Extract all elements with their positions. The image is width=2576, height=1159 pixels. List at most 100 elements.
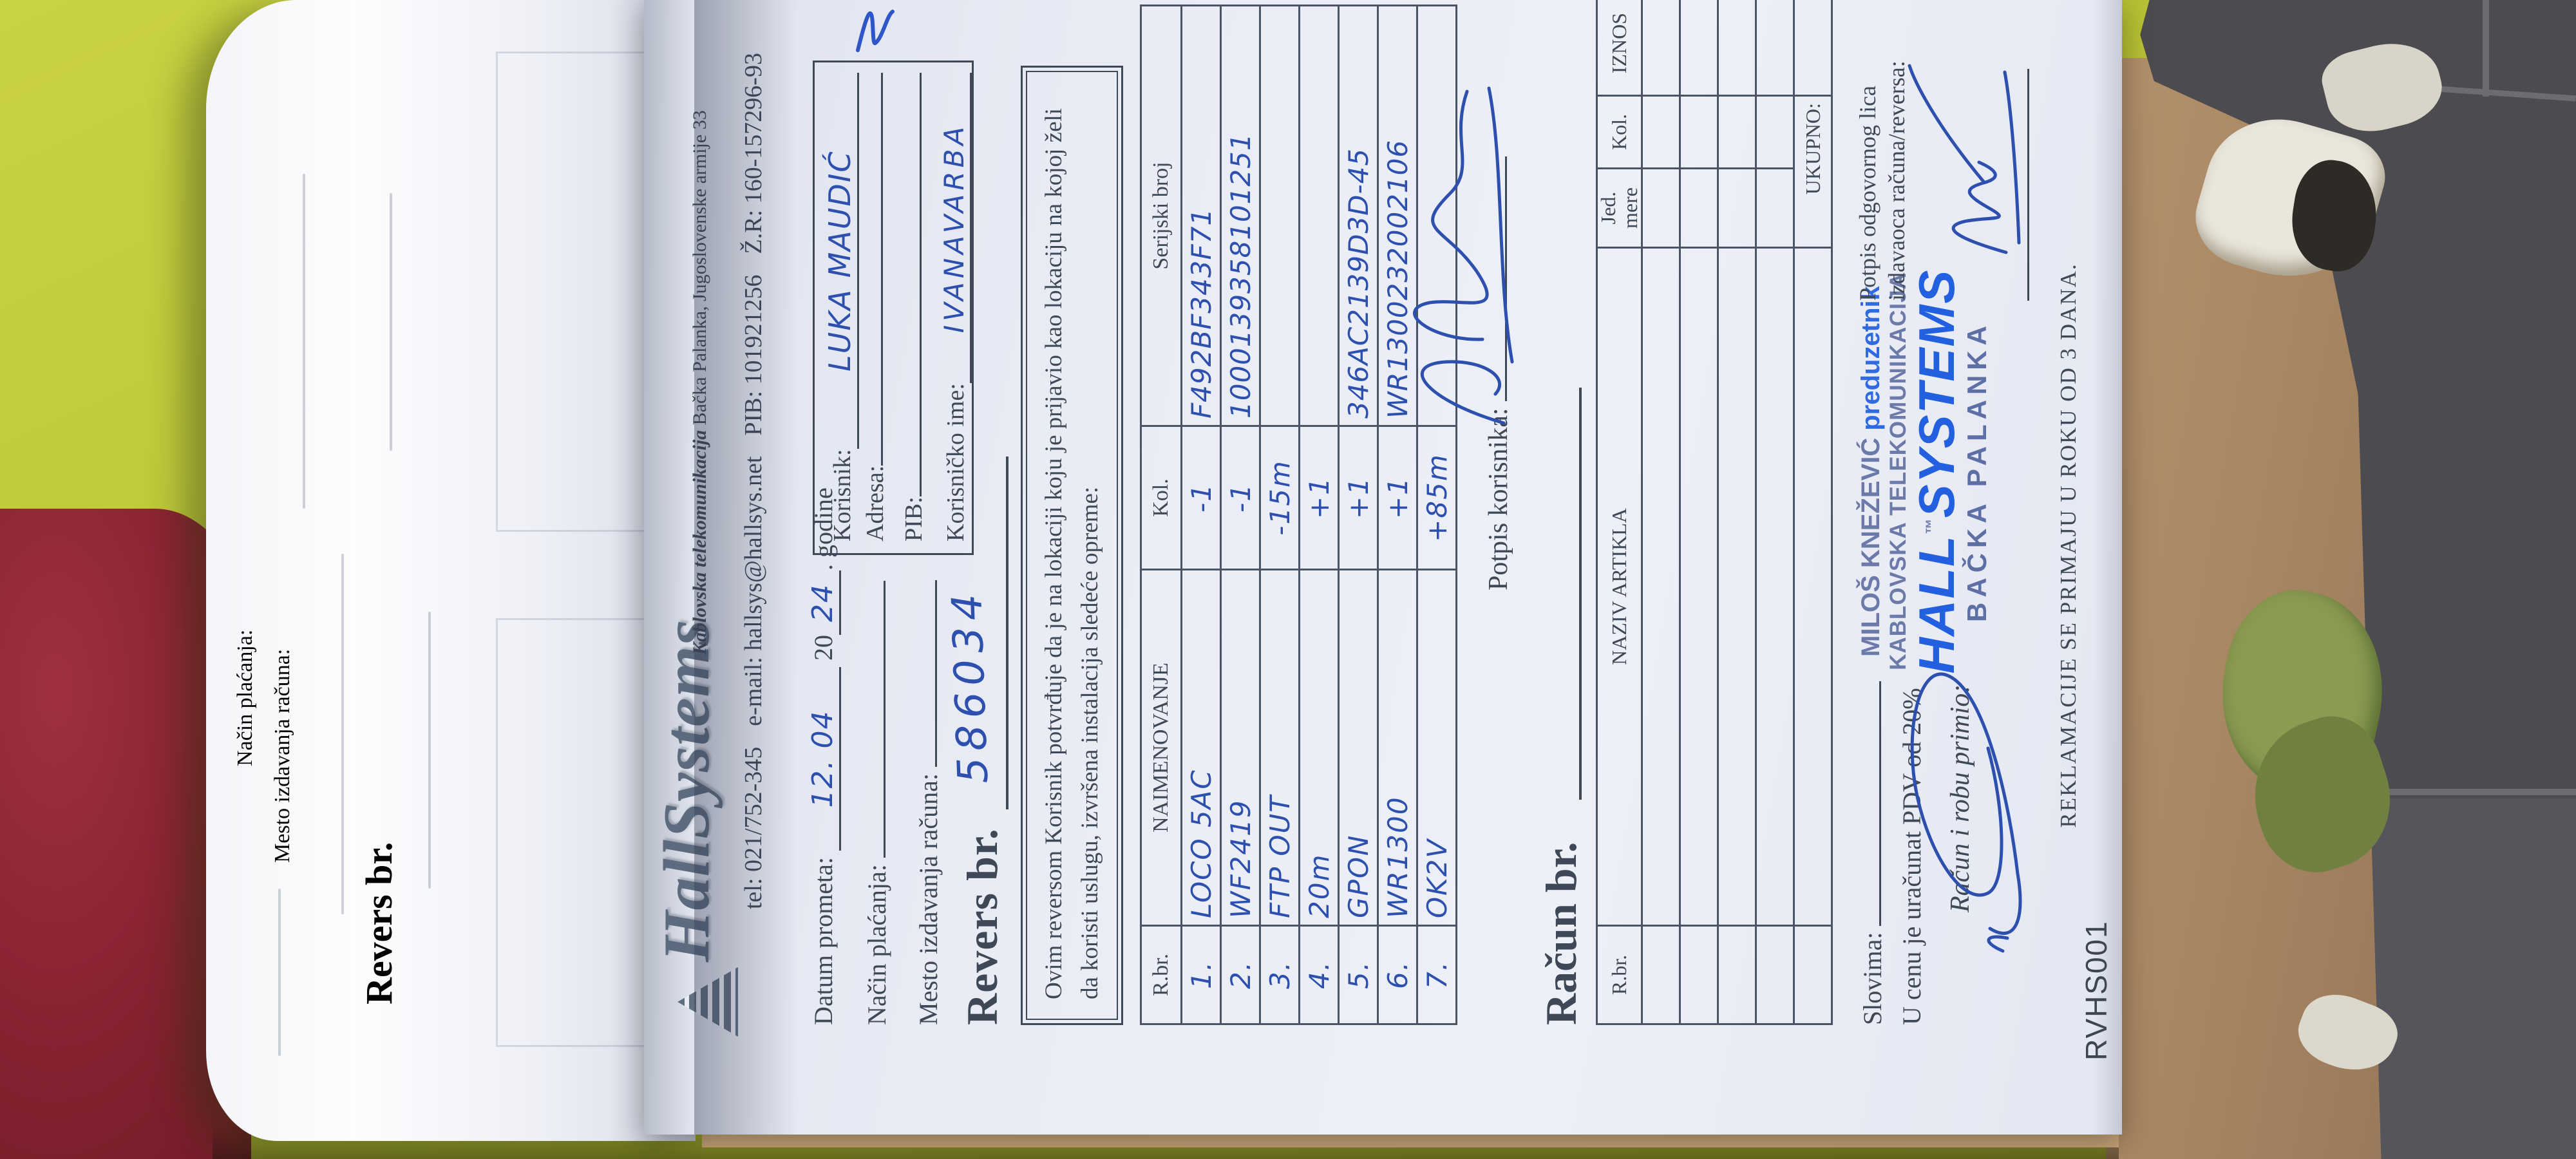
col-serial: Serijski broj [1141, 5, 1182, 426]
year-prefix: 20 [809, 634, 838, 661]
phone: tel: 021/752-345 [740, 746, 767, 909]
table-row [1642, 0, 1680, 1024]
field-adresa: Adresa: [861, 73, 889, 542]
ghost-line [303, 174, 305, 509]
issuer-signature-line[interactable] [2027, 69, 2029, 301]
ghost-nacin-label: Način plaćanja: [233, 629, 257, 766]
form-code: RVHS001 [2079, 920, 2113, 1060]
slovima-line: Slovima: [1853, 681, 1888, 1025]
stamp-city: BAČKA PALANKA [1962, 321, 1993, 622]
col-naziv: NAZIV ARTIKLA [1596, 247, 1642, 926]
table-header-row: R.br. NAIMENOVANJE Kol. Serijski broj [1141, 5, 1182, 1024]
item-serial: 1000139358101251 [1220, 5, 1260, 426]
bank-account: Ž.R: 160-157296-93 [740, 53, 767, 254]
kor-ime-value: IVANAVARBA [938, 122, 970, 334]
col-rbr: R.br. [1596, 925, 1642, 1024]
table-row [1680, 0, 1718, 1024]
revers-number-line[interactable] [1006, 457, 1009, 809]
revers-form: HallSystems Kablovska telekomunikacija B… [644, 0, 2122, 1135]
row-number: 2. [1220, 925, 1260, 1024]
pib-label: PIB: [900, 496, 927, 542]
item-serial [1299, 5, 1339, 426]
col-qty: Kol. [1596, 95, 1642, 169]
col-unit: Jed. mere [1596, 168, 1642, 248]
item-name: WF2419 [1220, 569, 1260, 926]
item-qty: -15m [1260, 426, 1300, 570]
racun-br-line[interactable] [1579, 388, 1582, 800]
logo-text: HallSystems [650, 619, 723, 962]
pib-input[interactable] [920, 73, 922, 497]
customer-signature [1413, 86, 1514, 425]
table-row: 1. LOCO 5AC -1 F492BF343F71 [1181, 5, 1221, 1024]
field-korisnik: Korisnik: LUKA MAUDIĆ [822, 73, 859, 542]
tile-grout [2338, 789, 2576, 795]
tile [2344, 798, 2576, 1159]
table-header-row: R.br. NAZIV ARTIKLA Jed. mere Kol. IZNOS [1596, 0, 1642, 1024]
table-row: 3. FTP OUT -15m [1260, 5, 1300, 1024]
ghost-mesto-label: Mesto izdavanja računa: [270, 648, 294, 863]
col-amount: IZNOS [1596, 0, 1642, 96]
hallsystems-logo-icon [677, 967, 738, 1037]
tile-grout [2483, 0, 2489, 97]
datum-value: 12. 04 [806, 710, 839, 808]
slovima-input[interactable] [1853, 681, 1881, 926]
datum-label: Datum prometa: [809, 856, 838, 1025]
table-row: 4. 20m +1 [1299, 5, 1339, 1024]
field-mesto: Mesto izdavanja računa: [909, 580, 943, 1025]
item-qty: -1 [1181, 426, 1221, 570]
kor-ime-input[interactable]: IVANAVARBA [938, 73, 972, 384]
item-serial [1260, 5, 1300, 426]
email: e-mail: hallsys@hallsys.net [740, 456, 767, 726]
row-number: 3. [1260, 925, 1300, 1024]
reklamacije-note: REKLAMACIJE SE PRIMAJU U ROKU OD 3 DANA. [2056, 263, 2081, 828]
field-kor-ime: Korisničko ime: IVANAVARBA [938, 73, 972, 542]
racun-br-label: Račun br. [1537, 842, 1586, 1025]
item-qty: +85m [1417, 426, 1457, 570]
statement-box: Ovim reversom Korisnik potvrđuje da je n… [1021, 66, 1123, 1025]
stamp-activity: KABLOVSKA TELEKOMUNIKACIJA [1886, 272, 1911, 670]
item-name: OK2V [1417, 569, 1457, 926]
company-tagline: Kablovska telekomunikacija Bačka Palanka… [689, 37, 711, 655]
stamp-brand-b: SYSTEMS [1908, 269, 1965, 518]
ghost-line [341, 554, 344, 914]
item-qty: +1 [1338, 426, 1378, 570]
item-name: LOCO 5AC [1181, 569, 1221, 926]
tagline-rest: Bačka Palanka, Jugoslovenske armije 33 [689, 110, 710, 430]
slovima-label: Slovima: [1858, 932, 1887, 1025]
item-name: WR1300 [1378, 569, 1417, 926]
korisnik-input[interactable]: LUKA MAUDIĆ [822, 73, 859, 449]
table-row [1756, 0, 1794, 1024]
ghost-revers-label: Revers br. [358, 842, 400, 1004]
company-stamp: MILOŠ KNEŽEVIĆ preduzetnik KABLOVSKA TEL… [1856, 256, 1993, 687]
item-qty: +1 [1378, 426, 1417, 570]
field-datum: Datum prometa: 12. 04 2024. godine [806, 487, 841, 1025]
year-input[interactable]: 24 [806, 570, 841, 635]
korisnik-label: Korisnik: [829, 449, 856, 542]
form-page[interactable]: HallSystems Kablovska telekomunikacija B… [644, 0, 2122, 1135]
adresa-input[interactable] [881, 73, 883, 466]
row-number: 7. [1417, 925, 1457, 1024]
field-pib: PIB: [900, 73, 928, 542]
nacin-label: Način plaćanja: [862, 864, 891, 1025]
flipped-page[interactable]: Revers br. Mesto izdavanja računa: Način… [206, 0, 696, 1141]
ghost-line [390, 193, 392, 451]
field-nacin: Način plaćanja: [858, 581, 892, 1025]
item-name: 20m [1299, 569, 1339, 926]
adresa-label: Adresa: [862, 465, 889, 542]
potpis-odgovornog-line1: Potpis odgovornog lica [1855, 86, 1880, 301]
ukupno-value-cell[interactable] [1794, 0, 1832, 96]
col-rbr: R.br. [1141, 925, 1182, 1024]
row-number: 6. [1378, 925, 1417, 1024]
nacin-input[interactable] [858, 581, 886, 858]
pad-backing-edge [702, 1133, 2119, 1147]
ghost-line [428, 612, 431, 889]
datum-input[interactable]: 12. 04 [806, 666, 841, 851]
mesto-label: Mesto izdavanja računa: [914, 773, 943, 1025]
mesto-input[interactable] [909, 580, 937, 768]
item-name: GPON [1338, 569, 1378, 926]
row-number: 4. [1299, 925, 1339, 1024]
item-qty: -1 [1220, 426, 1260, 570]
item-qty: +1 [1299, 426, 1339, 570]
kor-ime-label: Korisničko ime: [942, 383, 969, 542]
row-number: 5. [1338, 925, 1378, 1024]
